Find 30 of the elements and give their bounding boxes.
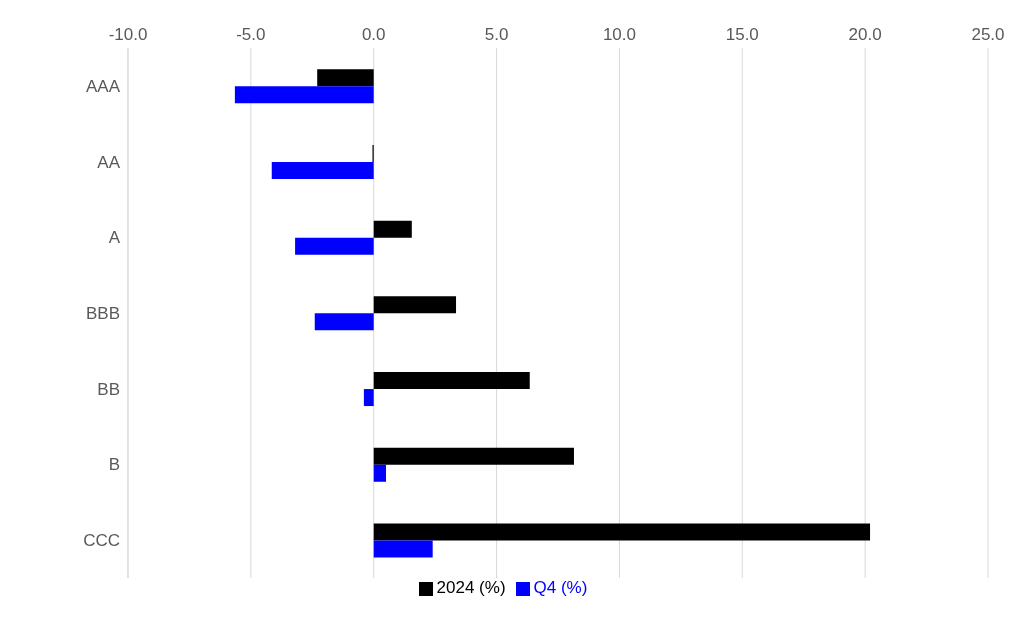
y-tick-label: B xyxy=(108,455,120,475)
y-tick-label: A xyxy=(108,228,121,248)
y-tick-label: AAA xyxy=(85,76,121,96)
bar xyxy=(373,523,871,541)
x-tick-label: 5.0 xyxy=(484,25,509,44)
x-tick-label: 0.0 xyxy=(361,25,386,44)
x-tick-label: 25.0 xyxy=(971,25,1005,44)
bar xyxy=(373,540,433,558)
bar xyxy=(317,69,374,87)
bar xyxy=(373,372,530,390)
bar xyxy=(373,464,386,482)
y-tick-label: AA xyxy=(97,152,121,172)
x-tick-label: 10.0 xyxy=(602,25,636,44)
bar xyxy=(363,389,374,407)
x-tick-label: -5.0 xyxy=(236,25,266,44)
x-tick-label: -10.0 xyxy=(108,25,148,44)
legend-label: Q4 (%) xyxy=(533,578,588,597)
bar xyxy=(373,220,412,238)
y-tick-label: CCC xyxy=(83,531,120,551)
bar xyxy=(373,296,457,314)
y-tick-label: BBB xyxy=(85,304,120,324)
x-tick-label: 20.0 xyxy=(848,25,882,44)
bar xyxy=(373,447,574,465)
bar xyxy=(271,161,374,179)
bar xyxy=(234,86,374,104)
bar xyxy=(295,237,374,255)
x-tick-label: 15.0 xyxy=(725,25,759,44)
bar xyxy=(314,313,374,331)
y-tick-label: BB xyxy=(97,379,120,399)
legend-label: 2024 (%) xyxy=(436,578,506,597)
